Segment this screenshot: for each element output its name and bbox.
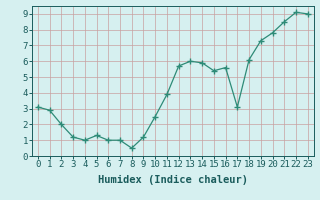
X-axis label: Humidex (Indice chaleur): Humidex (Indice chaleur): [98, 175, 248, 185]
